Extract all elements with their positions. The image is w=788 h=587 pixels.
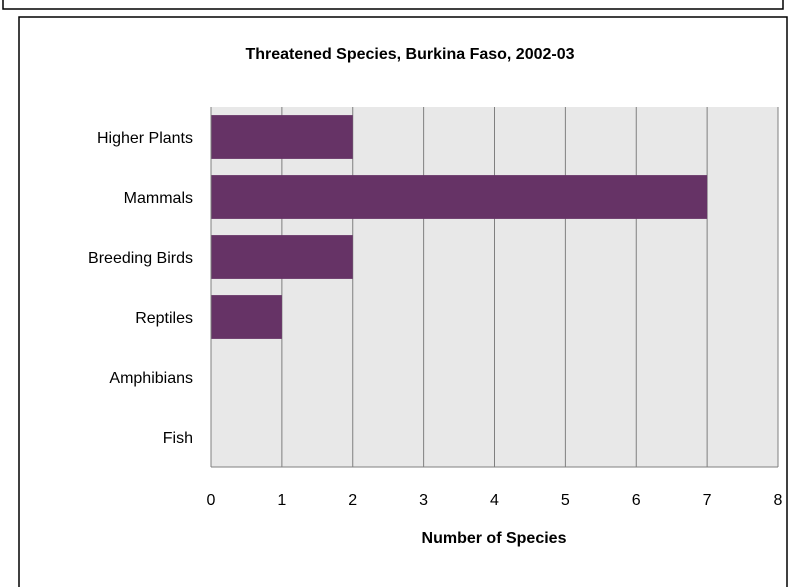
category-label: Breeding Birds	[88, 250, 193, 267]
category-label: Amphibians	[109, 370, 193, 387]
x-tick-label: 1	[277, 492, 286, 509]
gridlines	[281, 107, 779, 467]
chart-title: Threatened Species, Burkina Faso, 2002-0…	[245, 46, 574, 63]
x-tick-labels: 0 1 2 3 4 5 6 7 8	[207, 492, 783, 509]
top-frame-edge	[2, 0, 784, 10]
category-labels: Higher Plants Mammals Breeding Birds Reptil…	[88, 130, 193, 447]
x-tick-label: 6	[632, 492, 641, 509]
x-tick-label: 4	[490, 492, 499, 509]
category-label: Higher Plants	[97, 130, 193, 147]
x-tick-label: 0	[207, 492, 216, 509]
x-tick-label: 5	[561, 492, 570, 509]
x-tick-label: 7	[703, 492, 712, 509]
x-tick-label: 2	[348, 492, 357, 509]
x-axis-label: Number of Species	[422, 530, 567, 547]
category-label: Fish	[163, 430, 193, 447]
x-tick-label: 8	[774, 492, 783, 509]
bar	[211, 115, 353, 159]
bar	[211, 175, 708, 219]
bar	[211, 295, 282, 339]
bar	[211, 235, 353, 279]
category-label: Mammals	[124, 190, 193, 207]
x-tick-label: 3	[419, 492, 428, 509]
category-label: Reptiles	[135, 310, 193, 327]
bars	[211, 115, 708, 339]
